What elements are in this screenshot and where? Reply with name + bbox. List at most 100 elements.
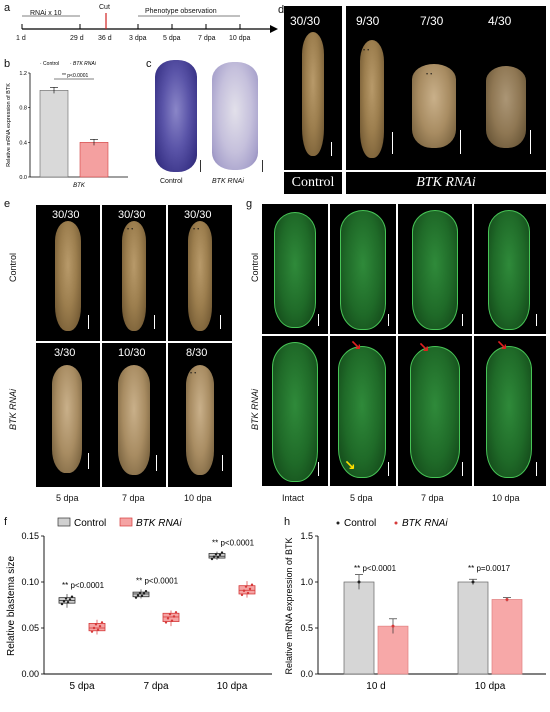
e-fraction-rnai-0: 3/30 (54, 347, 76, 359)
d-fraction-2: 7/30 (420, 14, 444, 28)
panel-d-letter: d (278, 4, 285, 16)
f-point (64, 597, 68, 600)
f-point (66, 601, 70, 604)
f-box (238, 585, 256, 595)
red-arrow-icon-5dpa: ↘ (350, 338, 362, 354)
f-point (94, 623, 98, 626)
h-bar (491, 599, 523, 675)
timepoint-7dpa: 7 dpa (198, 35, 216, 42)
yellow-arrow-icon: ↘ (344, 458, 356, 474)
d-label-rnai: BTK RNAi (346, 172, 546, 194)
timepoint-3dpa: 3 dpa (129, 35, 147, 42)
e-col-7dpa: 7 dpa (122, 493, 145, 503)
f-point (164, 621, 168, 624)
g-photo-rnai-intact (262, 336, 328, 486)
h-point (471, 580, 475, 584)
panel-e-letter: e (4, 198, 11, 210)
f-point (244, 585, 248, 588)
h-bar (377, 625, 409, 675)
d-fraction-1: 9/30 (356, 14, 380, 28)
h-point (357, 580, 361, 584)
f-ytick-label: 0.00 (21, 669, 39, 679)
f-point (174, 611, 178, 614)
e-fraction-control-0: 30/30 (52, 209, 80, 221)
h-ytick-label: 1.0 (300, 577, 313, 587)
f-ytick-label: 0.05 (21, 623, 39, 633)
g-col-10dpa: 10 dpa (492, 493, 520, 503)
stained-worm-control (155, 60, 197, 172)
f-point (98, 624, 102, 628)
f-xtick-label: 7 dpa (143, 681, 168, 692)
f-point (250, 583, 254, 586)
f-box (88, 623, 106, 632)
e-row-control: Control (8, 252, 18, 282)
f-point (142, 592, 146, 595)
h-xtick-label: 10 d (366, 681, 385, 692)
h-sig: ** p=0.0017 (468, 564, 511, 573)
f-point (100, 621, 104, 624)
panel-a-letter: a (4, 2, 11, 14)
f-point (68, 598, 72, 601)
e-photo-control-5dpa: 30/30 (36, 205, 100, 341)
h-ytick-label: 1.5 (300, 531, 313, 541)
f-point (216, 555, 220, 559)
b-bar-0 (39, 90, 69, 178)
b-ytick-label: 0.8 (19, 106, 27, 112)
h-point (391, 624, 395, 628)
scale-bar-c1 (200, 160, 201, 172)
panel-c-letter: c (146, 58, 152, 70)
chart-b: 0.0 0.4 0.8 1.2 · Control · BTK RNAi ** p<0.00… (6, 61, 128, 189)
f-point (172, 615, 176, 618)
e-photo-rnai-5dpa: 3/30 (36, 343, 100, 487)
h-point (505, 597, 509, 601)
f-legend-control: Control (74, 518, 106, 529)
g-photo-control-10dpa (474, 204, 546, 334)
e-fraction-control-1: 30/30 (118, 209, 146, 221)
f-point (240, 593, 244, 597)
g-row-rnai: BTK RNAi (250, 388, 260, 430)
e-photo-rnai-7dpa: 10/30 (102, 343, 166, 487)
d-photo-control: 30/30 (284, 6, 342, 170)
g-photo-control-5dpa (330, 204, 396, 334)
f-point (170, 619, 174, 622)
f-point (96, 628, 100, 632)
e-photo-control-10dpa: •• 30/30 (168, 205, 232, 341)
e-photo-rnai-10dpa: •• 8/30 (168, 343, 232, 487)
d-fraction-control: 30/30 (290, 14, 321, 28)
h-legend-dot-control (336, 521, 340, 525)
f-point (242, 589, 246, 592)
f-point (166, 617, 170, 620)
timepoint-1d: 1 d (16, 35, 26, 42)
e-photo-control-7dpa: •• 30/30 (102, 205, 166, 341)
f-xtick-label: 10 dpa (217, 681, 248, 692)
b-legend-control: · Control (40, 61, 59, 67)
f-legend-rnai: BTK RNAi (136, 518, 182, 529)
f-ylabel: Relative blastema size (6, 556, 17, 656)
f-legend-swatch-rnai (119, 517, 133, 527)
f-point (212, 555, 216, 558)
stained-worm-rnai (212, 62, 258, 170)
g-col-7dpa: 7 dpa (421, 493, 444, 503)
f-point (140, 594, 144, 597)
b-ylabel: Relative mRNA expression of BTK (6, 83, 12, 167)
d-label-control: Control (284, 172, 342, 194)
panel-b-letter: b (4, 58, 11, 70)
f-sig: ** p<0.0001 (136, 576, 179, 585)
f-point (136, 594, 140, 597)
b-ytick-label: 1.2 (19, 71, 27, 77)
h-legend-dot-rnai (394, 521, 398, 525)
f-point (214, 553, 218, 556)
e-fraction-control-2: 30/30 (184, 209, 212, 221)
b-legend-rnai: · BTK RNAi (70, 61, 97, 67)
g-photo-control-intact (262, 204, 328, 334)
f-ytick-label: 0.15 (21, 531, 39, 541)
phenotype-label: Phenotype observation (145, 8, 217, 15)
e-fraction-rnai-1: 10/30 (118, 347, 146, 359)
red-arrow-icon-7dpa: ↘ (418, 340, 430, 356)
h-ytick-label: 0.0 (300, 669, 313, 679)
f-point (220, 551, 224, 554)
g-col-intact: Intact (282, 493, 305, 503)
f-point (60, 602, 64, 606)
chart-f: 0.00 0.05 0.10 0.15 5 dpa ** p<0.0001 7 dpa ** … (6, 517, 272, 692)
f-point (90, 630, 94, 633)
